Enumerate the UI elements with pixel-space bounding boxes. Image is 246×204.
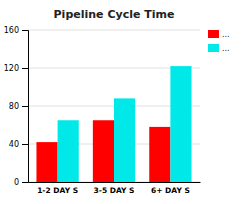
axis-line: [22, 31, 29, 183]
axis-line: [29, 182, 201, 183]
grid-line: [28, 30, 200, 31]
bar-series: [58, 66, 192, 182]
bar: [149, 127, 170, 182]
tick: 120: [4, 64, 28, 73]
legend-swatch: [208, 30, 219, 38]
y-axis: 0 40 80 120 160: [4, 26, 29, 187]
bar: [93, 120, 114, 182]
tick-mark: [22, 144, 28, 145]
tick-mark: [22, 106, 28, 107]
legend-label: ...: [222, 44, 230, 53]
tick-mark: [22, 30, 28, 31]
tick-label: 80: [9, 102, 19, 111]
tick: 160: [4, 26, 28, 35]
tick-mark: [22, 182, 28, 183]
bars: [36, 66, 191, 182]
tick-label: 0: [14, 178, 19, 187]
tick-label: 120: [4, 64, 19, 73]
legend: ......: [208, 30, 230, 53]
bar: [114, 98, 135, 182]
bar: [170, 66, 191, 182]
x-axis: 1-2 DAY S 3-5 DAY S 6+ DAY S: [29, 183, 201, 196]
plot-area: 0 40 80 120 160 1-2 DAY S 3-5 DAY S 6+ DAY S: [4, 26, 201, 195]
bar: [36, 142, 57, 182]
bar: [58, 120, 79, 182]
tick-label: 3-5 DAY S: [94, 186, 135, 195]
chart: 0 40 80 120 160 1-2 DAY S 3-5 DAY S 6+ DAY S Pip…: [0, 0, 246, 204]
legend-item: ...: [208, 44, 230, 53]
legend-item: ...: [208, 30, 230, 39]
tick: 0: [14, 178, 28, 187]
bar-series: [36, 120, 170, 182]
tick: 3-5 DAY S: [94, 186, 135, 195]
tick: 40: [9, 140, 28, 149]
chart-title: Pipeline Cycle Time: [54, 8, 175, 21]
legend-swatch: [208, 44, 219, 52]
tick: 80: [9, 102, 28, 111]
tick-label: 160: [4, 26, 19, 35]
grid: [28, 30, 200, 182]
tick: 1-2 DAY S: [37, 186, 78, 195]
legend-label: ...: [222, 30, 230, 39]
tick-label: 1-2 DAY S: [37, 186, 78, 195]
tick: 6+ DAY S: [151, 186, 190, 195]
tick-mark: [22, 68, 28, 69]
tick-label: 6+ DAY S: [151, 186, 190, 195]
tick-label: 40: [9, 140, 19, 149]
